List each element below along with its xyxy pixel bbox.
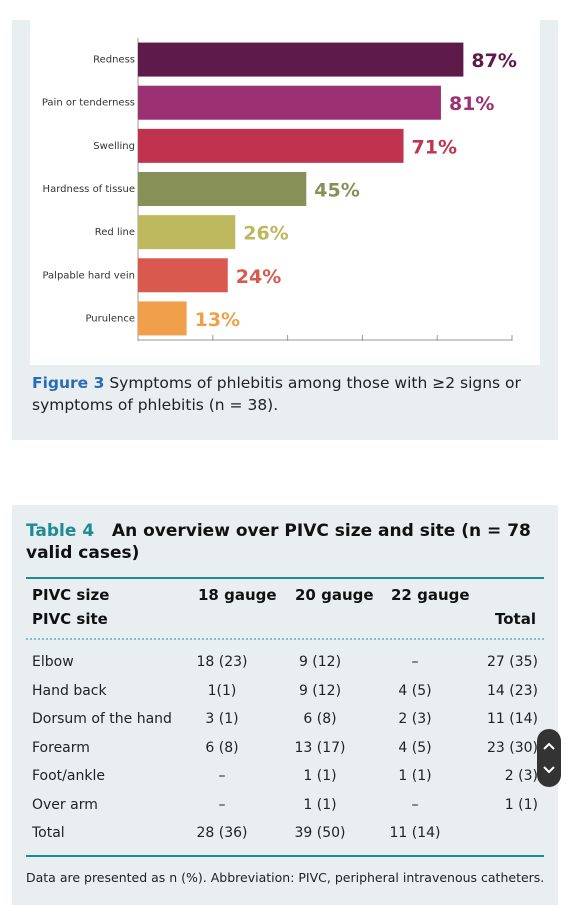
y-tick-label: Palpable hard vein	[42, 270, 135, 281]
table-cell: 1(1)	[207, 682, 237, 699]
table-footnote: Data are presented as n (%). Abbreviatio…	[26, 870, 545, 885]
bar	[138, 172, 307, 206]
row-label: Dorsum of the hand	[32, 711, 172, 727]
table-cell: 14 (23)	[486, 682, 538, 699]
table-cell: 6 (8)	[303, 711, 337, 727]
bar	[138, 301, 187, 336]
scroll-control[interactable]	[536, 728, 562, 788]
y-tick-label: Pain or tenderness	[42, 98, 135, 109]
row-label: Forearm	[32, 739, 90, 756]
row-label: Over arm	[32, 796, 98, 813]
table-cell: –	[411, 654, 419, 670]
value-label: 87%	[471, 50, 516, 72]
row-label: Foot/ankle	[32, 768, 105, 784]
bar	[138, 258, 228, 293]
row-label: Hand back	[32, 682, 107, 699]
table-cell: 23 (30)	[486, 739, 538, 756]
value-label: 13%	[195, 309, 240, 331]
table-cell: 1 (1)	[303, 796, 337, 813]
table-cell: 4 (5)	[398, 682, 432, 699]
value-label: 24%	[236, 266, 281, 288]
header-cell: Total	[495, 610, 536, 628]
table-title: Table 4 An overview over PIVC size and s…	[26, 520, 546, 564]
value-label: 26%	[243, 223, 288, 245]
table-cell: –	[218, 768, 226, 784]
table-rule	[26, 638, 544, 640]
table-cell: 2 (3)	[398, 711, 432, 727]
bar	[138, 215, 236, 250]
chart: Redness 87% Pain or tenderness 81% Swelling 7…	[30, 20, 540, 365]
scroll-down[interactable]	[543, 766, 555, 774]
y-tick-label: Hardness of tissue	[43, 184, 135, 195]
table-cell: 4 (5)	[398, 739, 432, 756]
header-cell: 22 gauge	[391, 586, 470, 604]
row-label: Elbow	[32, 654, 74, 670]
table-cell: 9 (12)	[298, 654, 342, 670]
y-tick-label: Red line	[95, 227, 135, 238]
header-cell: 20 gauge	[295, 586, 374, 604]
table-cell: 39 (50)	[294, 825, 346, 841]
value-label: 45%	[314, 180, 359, 202]
table-cell: –	[411, 796, 419, 813]
row-label: Total	[32, 825, 65, 841]
table-cell: 1 (1)	[398, 768, 432, 784]
scroll-pill[interactable]	[537, 729, 561, 787]
bar	[138, 128, 404, 163]
table-cell: 9 (12)	[298, 682, 342, 699]
y-tick-label: Redness	[93, 55, 135, 66]
bar	[138, 42, 464, 77]
table-cell: 11 (14)	[389, 825, 441, 841]
table-cell: 27 (35)	[486, 654, 538, 670]
table-rule	[26, 577, 544, 579]
bar	[138, 85, 441, 120]
table-rule	[26, 855, 544, 857]
y-tick-label: Purulence	[85, 313, 135, 324]
table-cell: 28 (36)	[196, 825, 248, 841]
table-cell: 13 (17)	[294, 739, 346, 756]
figure-label: Figure 3	[32, 374, 105, 392]
table-cell: 1 (1)	[303, 768, 337, 784]
value-label: 71%	[412, 136, 457, 158]
figure-caption-text: Symptoms of phlebitis among those with ≥…	[32, 374, 521, 414]
table-title-text: An overview over PIVC size and site (n =…	[26, 521, 531, 563]
header-cell: PIVC size	[32, 586, 110, 604]
table-cell: 11 (14)	[486, 711, 538, 727]
table-cell: 2 (3)	[504, 768, 538, 784]
table-cell: 3 (1)	[205, 711, 239, 727]
table-label: Table 4	[26, 521, 95, 541]
header-cell: 18 gauge	[198, 586, 277, 604]
y-tick-label: Swelling	[93, 141, 135, 152]
table-cell: 6 (8)	[205, 739, 239, 756]
figure-caption: Figure 3 Symptoms of phlebitis among tho…	[32, 372, 542, 416]
value-label: 81%	[449, 93, 494, 115]
table-cell: –	[218, 796, 226, 813]
table-panel	[12, 505, 558, 905]
table-cell: 1 (1)	[504, 796, 538, 813]
table-cell: 18 (23)	[196, 654, 248, 670]
scroll-up[interactable]	[543, 742, 555, 750]
header-cell: PIVC site	[32, 610, 108, 628]
